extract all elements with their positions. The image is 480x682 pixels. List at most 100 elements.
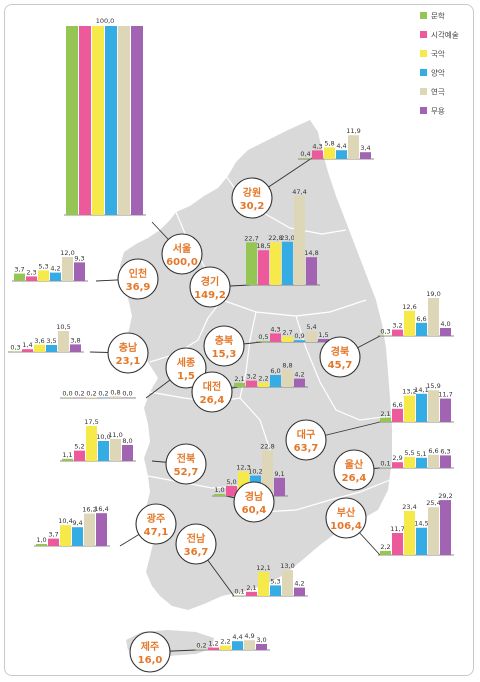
bar-value-label: 9,4 [72, 519, 82, 527]
bar-value-label: 3,8 [70, 336, 80, 344]
bar-value-label: 47,4 [292, 188, 306, 196]
region-total: 1,5 [177, 371, 195, 382]
bar-group-jeonbuk: 1,15,2 17,5 10,011,08,0 [60, 418, 136, 462]
region-badge-circle [165, 443, 207, 485]
bar-value-label: 22,8 [268, 234, 282, 242]
bar-value-label: 6,6 [428, 447, 438, 455]
bar-value-label: 0,9 [294, 332, 304, 340]
region-name: 세종 [177, 356, 195, 369]
region-badge-jeonnam: 전남 36,7 [175, 523, 217, 565]
bar [428, 454, 439, 468]
bar-value-label: 23,4 [402, 503, 416, 511]
region-badge-chungbuk: 충북 15,3 [203, 325, 245, 367]
region-total: 15,3 [212, 349, 237, 360]
bar-group-busan: 2,2 11,7 23,4 14,5 25,429,2 [378, 492, 454, 556]
region-badge-circle [175, 523, 217, 565]
legend-label: 양악 [431, 68, 445, 78]
bar-value-label: 11,7 [438, 391, 452, 399]
bar-group-ulsan: 0,12,95,5 5,1 6,6 6,3 [378, 447, 454, 469]
bar [306, 331, 317, 342]
bar [404, 310, 415, 336]
bar [62, 257, 73, 281]
bar-value-label: 12,6 [402, 303, 416, 311]
region-name: 부산 [337, 506, 356, 519]
bar-value-label: 15,9 [426, 382, 440, 390]
bar [208, 647, 219, 650]
bar [110, 439, 121, 461]
bar [62, 458, 73, 461]
region-badge-gyeongnam: 경남 60,4 [233, 481, 275, 523]
region-badge-busan: 부산 106,4 [325, 497, 367, 539]
bar-value-label: 3,7 [14, 266, 24, 274]
region-badge-chungnam: 충남 23,1 [107, 332, 149, 374]
bar [214, 494, 225, 496]
bar-value-label: 11,7 [390, 525, 404, 533]
bar [294, 378, 305, 387]
bar-value-label: 4,0 [440, 320, 450, 328]
bar-value-label: 16,2 [82, 506, 96, 514]
bar [258, 250, 269, 285]
region-badge-circle [333, 449, 375, 491]
region-badge-sejong: 세종 1,5 [165, 347, 207, 389]
legend-swatch [420, 31, 427, 38]
bar [244, 640, 255, 650]
bar-value-label: 10,4 [58, 517, 72, 525]
region-name: 서울 [173, 242, 191, 255]
bar-group-daegu: 2,16,613,214,115,911,7 [378, 382, 454, 423]
bar-value-label: 3,5 [46, 337, 56, 345]
bar [122, 445, 133, 461]
legend-swatch [420, 107, 427, 114]
bar [246, 242, 257, 285]
bar-value-label: 2,1 [234, 375, 244, 383]
bar-value-label: 10,0 [96, 433, 110, 441]
bar-value-label: 2,3 [26, 268, 36, 276]
bar-value-label: 5,5 [404, 449, 414, 457]
region-name: 광주 [147, 513, 165, 525]
bar-value-label: 0,8 [110, 388, 120, 396]
bar [392, 408, 403, 422]
bar-value-label: 0,2 [74, 390, 84, 398]
bar-value-label: 4,2 [294, 371, 304, 379]
bar [66, 26, 78, 215]
legend-swatch [420, 88, 427, 95]
bar-value-label: 4,2 [294, 580, 304, 588]
region-badge-circle [107, 332, 149, 374]
bar-value-label: 10,2 [248, 468, 262, 476]
region-name: 제주 [141, 640, 159, 653]
bar [312, 150, 323, 159]
bar-value-label: 12,0 [60, 249, 74, 257]
region-total: 60,4 [242, 505, 267, 516]
legend-swatch [420, 12, 427, 19]
legend-label: 문학 [431, 11, 445, 21]
chart-frame [4, 4, 474, 676]
bar [416, 457, 427, 468]
bar-group-daejeon: 2,1 3,2 2,26,08,84,2 [232, 361, 308, 388]
region-badge-circle [165, 347, 207, 389]
region-total: 30,2 [240, 201, 265, 212]
bar-group-gyeonggi: 22,718,522,823,0 47,4 14,8 [244, 188, 320, 286]
bar-value-label: 2,2 [258, 375, 268, 383]
bar-value-label: 0,4 [300, 150, 310, 158]
bar-value-label: 12,3 [236, 463, 250, 471]
bar [318, 339, 329, 342]
bar [392, 462, 403, 468]
region-badge-circle [231, 177, 273, 219]
bar-value-label: 4,3 [270, 325, 280, 333]
region-total: 36,7 [184, 547, 209, 558]
region-total: 52,7 [174, 467, 199, 478]
region-total: 26,4 [200, 395, 225, 406]
bar-group-incheon: 3,7 2,35,3 4,212,09,3 [12, 249, 88, 282]
bar [294, 340, 305, 342]
region-name: 전남 [187, 532, 206, 545]
region-total: 600,0 [166, 257, 198, 268]
bar [46, 345, 57, 352]
bar [416, 322, 427, 336]
bar [84, 513, 95, 546]
region-name: 전북 [177, 452, 195, 465]
bar [360, 152, 371, 159]
bar [282, 241, 293, 285]
bar-value-label: 3,2 [392, 322, 402, 330]
bar-value-label: 0,1 [380, 460, 390, 468]
bar-value-label: 16,4 [94, 505, 108, 513]
region-badge-circle [285, 419, 327, 461]
